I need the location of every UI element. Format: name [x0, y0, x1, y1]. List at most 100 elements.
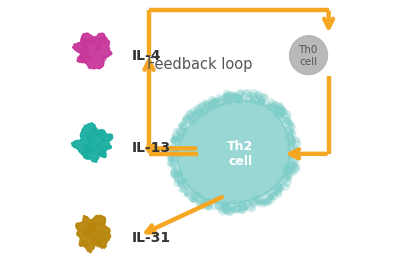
Circle shape: [191, 193, 198, 200]
Circle shape: [223, 93, 227, 96]
Circle shape: [205, 102, 210, 107]
Circle shape: [211, 98, 217, 105]
Circle shape: [200, 199, 205, 204]
Circle shape: [266, 198, 272, 204]
Circle shape: [194, 193, 200, 199]
Circle shape: [171, 145, 177, 152]
Circle shape: [209, 100, 211, 101]
Circle shape: [292, 164, 300, 171]
Circle shape: [235, 95, 240, 100]
Circle shape: [225, 93, 229, 97]
Circle shape: [289, 159, 294, 164]
Circle shape: [191, 197, 196, 202]
Circle shape: [280, 108, 285, 112]
Circle shape: [262, 201, 266, 205]
Circle shape: [294, 167, 296, 169]
Circle shape: [278, 177, 286, 185]
Circle shape: [208, 101, 211, 104]
Circle shape: [98, 133, 102, 137]
Circle shape: [289, 177, 292, 179]
Circle shape: [289, 166, 295, 172]
Circle shape: [286, 168, 292, 175]
Circle shape: [171, 156, 177, 163]
Circle shape: [202, 201, 205, 204]
Circle shape: [177, 131, 178, 133]
Circle shape: [193, 199, 196, 202]
Circle shape: [178, 179, 183, 184]
Circle shape: [288, 136, 291, 138]
Circle shape: [209, 102, 215, 107]
Circle shape: [205, 202, 212, 209]
Circle shape: [294, 148, 298, 152]
Circle shape: [292, 145, 298, 152]
Text: IL-4: IL-4: [131, 49, 161, 63]
Circle shape: [238, 206, 242, 210]
Circle shape: [254, 98, 260, 105]
Circle shape: [225, 94, 227, 97]
Circle shape: [280, 180, 282, 183]
Circle shape: [203, 199, 210, 205]
Circle shape: [217, 94, 221, 99]
Text: IL-31: IL-31: [131, 231, 171, 245]
Circle shape: [276, 184, 282, 190]
Circle shape: [232, 207, 235, 211]
Circle shape: [90, 227, 95, 232]
Circle shape: [295, 160, 299, 163]
Circle shape: [174, 175, 180, 181]
Circle shape: [173, 172, 177, 176]
Circle shape: [255, 203, 258, 206]
Circle shape: [293, 165, 298, 170]
Circle shape: [259, 199, 264, 204]
Circle shape: [283, 178, 284, 180]
Circle shape: [277, 108, 284, 115]
Circle shape: [240, 202, 244, 207]
Circle shape: [286, 128, 293, 135]
Circle shape: [290, 140, 295, 145]
Circle shape: [166, 151, 174, 159]
Circle shape: [274, 102, 277, 105]
Circle shape: [180, 182, 187, 189]
Circle shape: [289, 156, 294, 161]
Circle shape: [250, 198, 255, 204]
Circle shape: [231, 94, 238, 101]
Circle shape: [195, 106, 203, 114]
Circle shape: [171, 138, 175, 142]
Circle shape: [238, 89, 244, 96]
Circle shape: [102, 139, 105, 142]
Circle shape: [283, 111, 291, 119]
Circle shape: [221, 203, 225, 208]
Circle shape: [171, 169, 177, 174]
Circle shape: [172, 132, 180, 140]
Circle shape: [168, 155, 173, 160]
Circle shape: [236, 97, 241, 103]
Circle shape: [289, 123, 291, 125]
Circle shape: [168, 147, 173, 152]
Circle shape: [258, 201, 263, 207]
Circle shape: [174, 140, 178, 144]
Circle shape: [228, 95, 234, 101]
Circle shape: [242, 90, 249, 97]
Circle shape: [195, 194, 203, 202]
Circle shape: [88, 225, 94, 231]
Circle shape: [222, 95, 225, 98]
Circle shape: [172, 138, 180, 145]
Circle shape: [181, 118, 189, 125]
Circle shape: [247, 204, 256, 212]
Circle shape: [205, 204, 208, 207]
Circle shape: [291, 165, 299, 173]
Circle shape: [293, 162, 296, 164]
Polygon shape: [290, 36, 327, 75]
Circle shape: [200, 104, 207, 111]
Circle shape: [283, 177, 285, 179]
Circle shape: [273, 105, 276, 109]
Circle shape: [261, 100, 265, 105]
Circle shape: [293, 146, 295, 149]
Circle shape: [229, 207, 231, 208]
Circle shape: [205, 198, 212, 206]
Circle shape: [288, 170, 290, 173]
Circle shape: [273, 110, 281, 118]
Circle shape: [202, 107, 209, 115]
Circle shape: [173, 135, 174, 137]
Circle shape: [222, 205, 229, 212]
Circle shape: [172, 137, 177, 142]
